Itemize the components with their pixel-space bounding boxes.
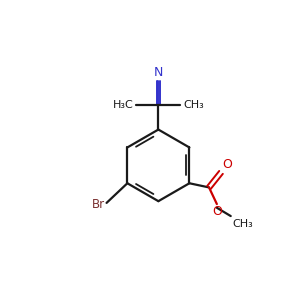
Text: CH₃: CH₃ xyxy=(232,219,253,229)
Text: O: O xyxy=(212,205,222,218)
Text: CH₃: CH₃ xyxy=(183,100,204,110)
Text: H₃C: H₃C xyxy=(113,100,134,110)
Text: N: N xyxy=(154,66,163,79)
Text: Br: Br xyxy=(92,198,105,211)
Text: O: O xyxy=(222,158,232,171)
